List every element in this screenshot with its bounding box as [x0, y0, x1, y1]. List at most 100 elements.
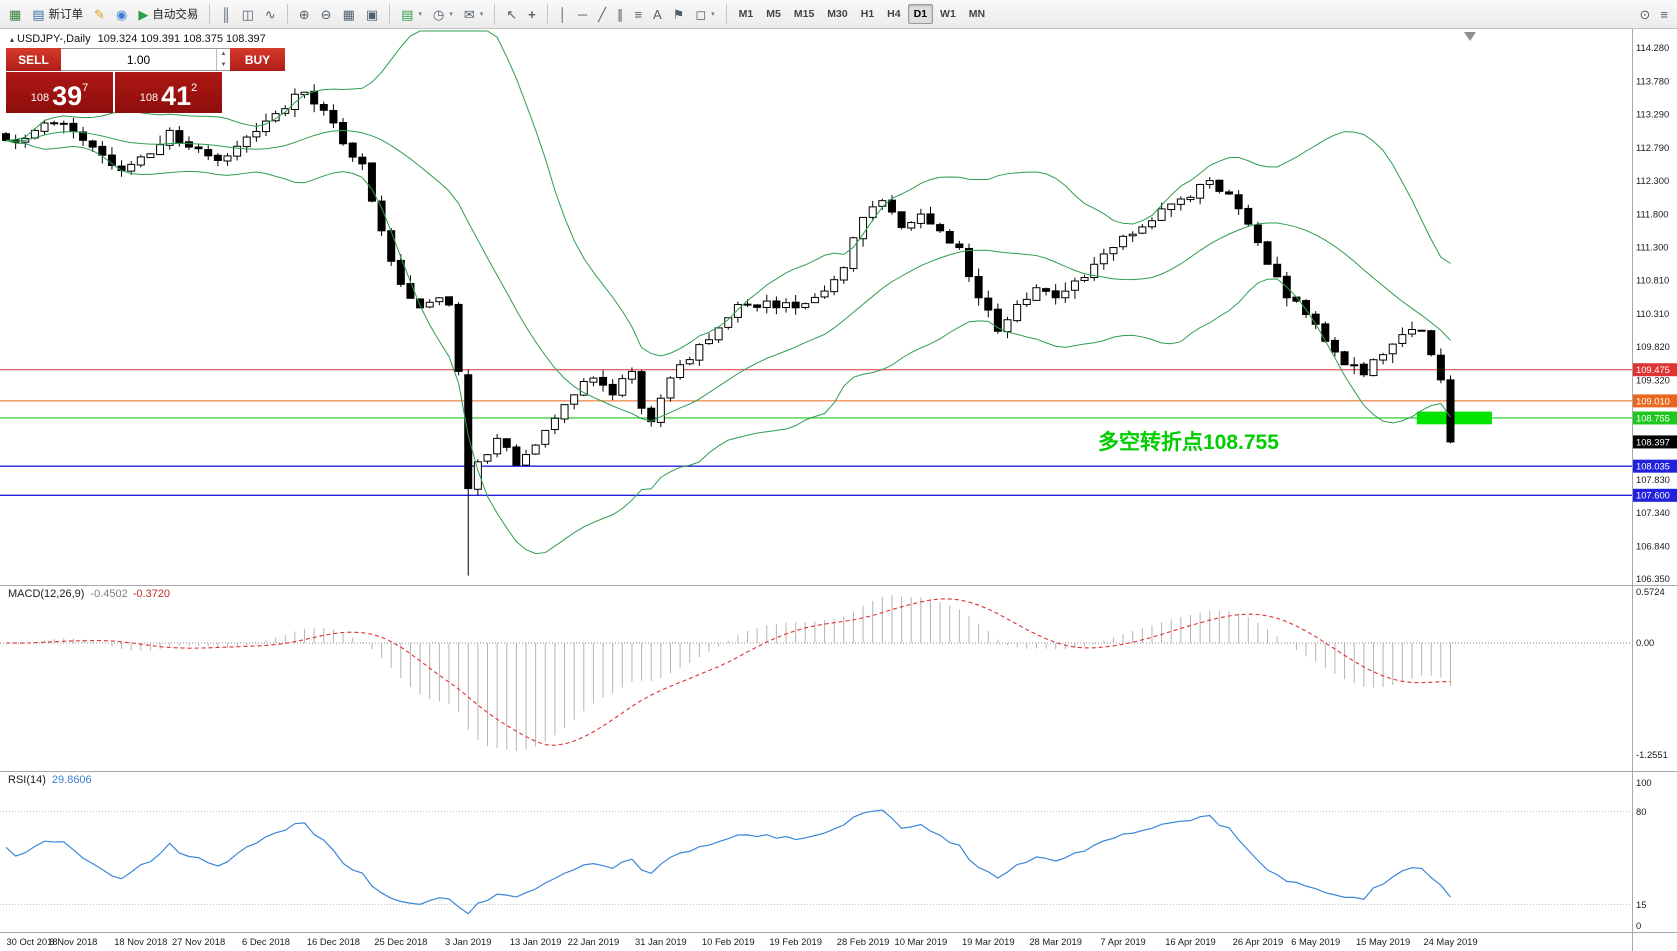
chart-line-button[interactable]: ∿	[260, 3, 281, 26]
volume-input[interactable]	[61, 49, 216, 70]
text-tool-button[interactable]: A	[648, 3, 667, 26]
price-badge-label: 107.600	[1636, 490, 1670, 501]
buy-button[interactable]: BUY	[230, 48, 285, 71]
date-label: 24 May 2019	[1423, 936, 1477, 947]
bid-quote[interactable]: 108 39 7	[6, 72, 113, 113]
timeframe-m15-button[interactable]: M15	[793, 8, 815, 20]
candle-body	[1099, 253, 1108, 265]
add-indicator-caret-icon: ▾	[418, 11, 422, 18]
chart-shift-marker-icon[interactable]	[1464, 32, 1476, 41]
candle-body	[868, 206, 877, 218]
algo-trading-button[interactable]: ▶ 自动交易	[133, 3, 203, 26]
macd-pane[interactable]	[0, 595, 1632, 751]
price-axis[interactable]: 114.280 113.780 113.290 112.790 112.300 111.8…	[1633, 42, 1677, 931]
candle-body	[1109, 247, 1118, 255]
toolbar-menu-button[interactable]: ≡	[1655, 3, 1673, 26]
equidistant-channel-button[interactable]: ∥	[612, 3, 629, 26]
label-tool-button[interactable]: ⚑	[668, 3, 690, 26]
candle-body	[1359, 363, 1368, 376]
candle-body	[367, 162, 376, 202]
timeframe-w1-button[interactable]: W1	[940, 8, 956, 20]
volume-down-button[interactable]: ▼	[220, 61, 227, 68]
candle-body	[329, 109, 338, 124]
add-indicator-button[interactable]: ▤ ▾	[396, 3, 427, 26]
candle-body	[782, 302, 791, 309]
new-order-button[interactable]: ▤ 新订单	[27, 3, 88, 26]
zoom-out-icon: ⊖	[320, 6, 332, 22]
candle-body	[589, 377, 598, 383]
date-label: 30 Oct 2018	[6, 936, 57, 947]
crosshair-button[interactable]: +	[523, 3, 541, 26]
candle-body	[849, 237, 858, 269]
date-label: 10 Mar 2019	[895, 936, 948, 947]
rsi-axis-min: 0	[1636, 920, 1641, 931]
candle-body	[637, 371, 646, 409]
rsi-pane[interactable]	[0, 809, 1632, 915]
candle-body	[820, 290, 829, 298]
date-label: 28 Feb 2019	[837, 936, 890, 947]
candle-body	[1417, 329, 1426, 332]
date-label: 3 Jan 2019	[445, 936, 491, 947]
turning-point-annotation: 多空转折点108.755	[1098, 431, 1279, 454]
price-tick-label: 110.810	[1636, 275, 1669, 286]
community-button[interactable]: ◉	[111, 3, 132, 26]
sell-button[interactable]: SELL	[6, 48, 61, 71]
date-label: 7 Apr 2019	[1100, 936, 1145, 947]
metaeditor-button[interactable]: ✎	[89, 3, 110, 26]
new-chart-icon: ▦	[9, 6, 22, 22]
rsi-line	[5, 809, 1451, 915]
shapes-button[interactable]: ◻ ▾	[690, 3, 719, 26]
timeframe-m30-button[interactable]: M30	[827, 8, 848, 20]
candle-body	[579, 380, 588, 396]
chart-symbol-label: USDJPY-,Daily	[17, 33, 91, 45]
candle-body	[377, 200, 386, 232]
ask-quote[interactable]: 108 41 2	[115, 72, 222, 113]
search-icon: ⊙	[1639, 6, 1651, 22]
zoom-in-button[interactable]: ⊕	[294, 3, 315, 26]
algo-trading-label: 自动交易	[152, 9, 199, 21]
tile-windows-button[interactable]: ▣	[361, 3, 383, 26]
cursor-button[interactable]: ↖	[501, 3, 522, 26]
candle-body	[146, 153, 155, 159]
candle-body	[1311, 313, 1320, 325]
toolbar-separator	[494, 4, 496, 24]
timeframe-d1-button[interactable]: D1	[907, 4, 934, 24]
main-pane[interactable]	[0, 30, 1632, 576]
timeframe-m1-button[interactable]: M1	[738, 8, 754, 20]
candle-body	[810, 296, 819, 304]
vertical-line-button[interactable]: │	[554, 3, 572, 26]
candle-body	[396, 259, 405, 285]
grid-button[interactable]: ▦	[338, 3, 360, 26]
candle-body	[1225, 191, 1234, 195]
candle-body	[339, 122, 348, 145]
alerts-button[interactable]: ✉ ▾	[459, 3, 488, 26]
timeframe-m5-button[interactable]: M5	[766, 8, 781, 20]
grid-icon: ▦	[342, 6, 355, 22]
horizontal-line-button[interactable]: ─	[573, 3, 592, 26]
chart-candles-button[interactable]: ◫	[237, 3, 259, 26]
fibonacci-button[interactable]: ≡	[629, 3, 647, 26]
candle-body	[685, 359, 694, 365]
new-order-icon: ▤	[32, 6, 45, 22]
price-badge	[1633, 411, 1677, 425]
equidistant-channel-icon: ∥	[616, 6, 624, 22]
timeframe-mn-button[interactable]: MN	[968, 8, 986, 20]
volume-up-button[interactable]: ▲	[220, 51, 227, 58]
timeframe-h4-button[interactable]: H4	[887, 8, 901, 20]
trendline-button[interactable]: ╱	[593, 3, 611, 26]
ask-prefix: 108	[139, 92, 159, 104]
candle-body	[1051, 290, 1060, 299]
chart-bars-button[interactable]: ║	[216, 3, 235, 26]
new-chart-button[interactable]: ▦	[4, 3, 26, 26]
candle-body	[79, 131, 88, 141]
periods-button[interactable]: ◷ ▾	[428, 3, 458, 26]
search-button[interactable]: ⊙	[1635, 3, 1656, 26]
price-tick-label: 114.280	[1636, 42, 1669, 53]
candle-body	[936, 224, 945, 232]
candle-body	[733, 303, 742, 318]
date-label: 15 May 2019	[1356, 936, 1410, 947]
timeframe-h1-button[interactable]: H1	[860, 8, 875, 20]
zoom-out-button[interactable]: ⊖	[316, 3, 337, 26]
